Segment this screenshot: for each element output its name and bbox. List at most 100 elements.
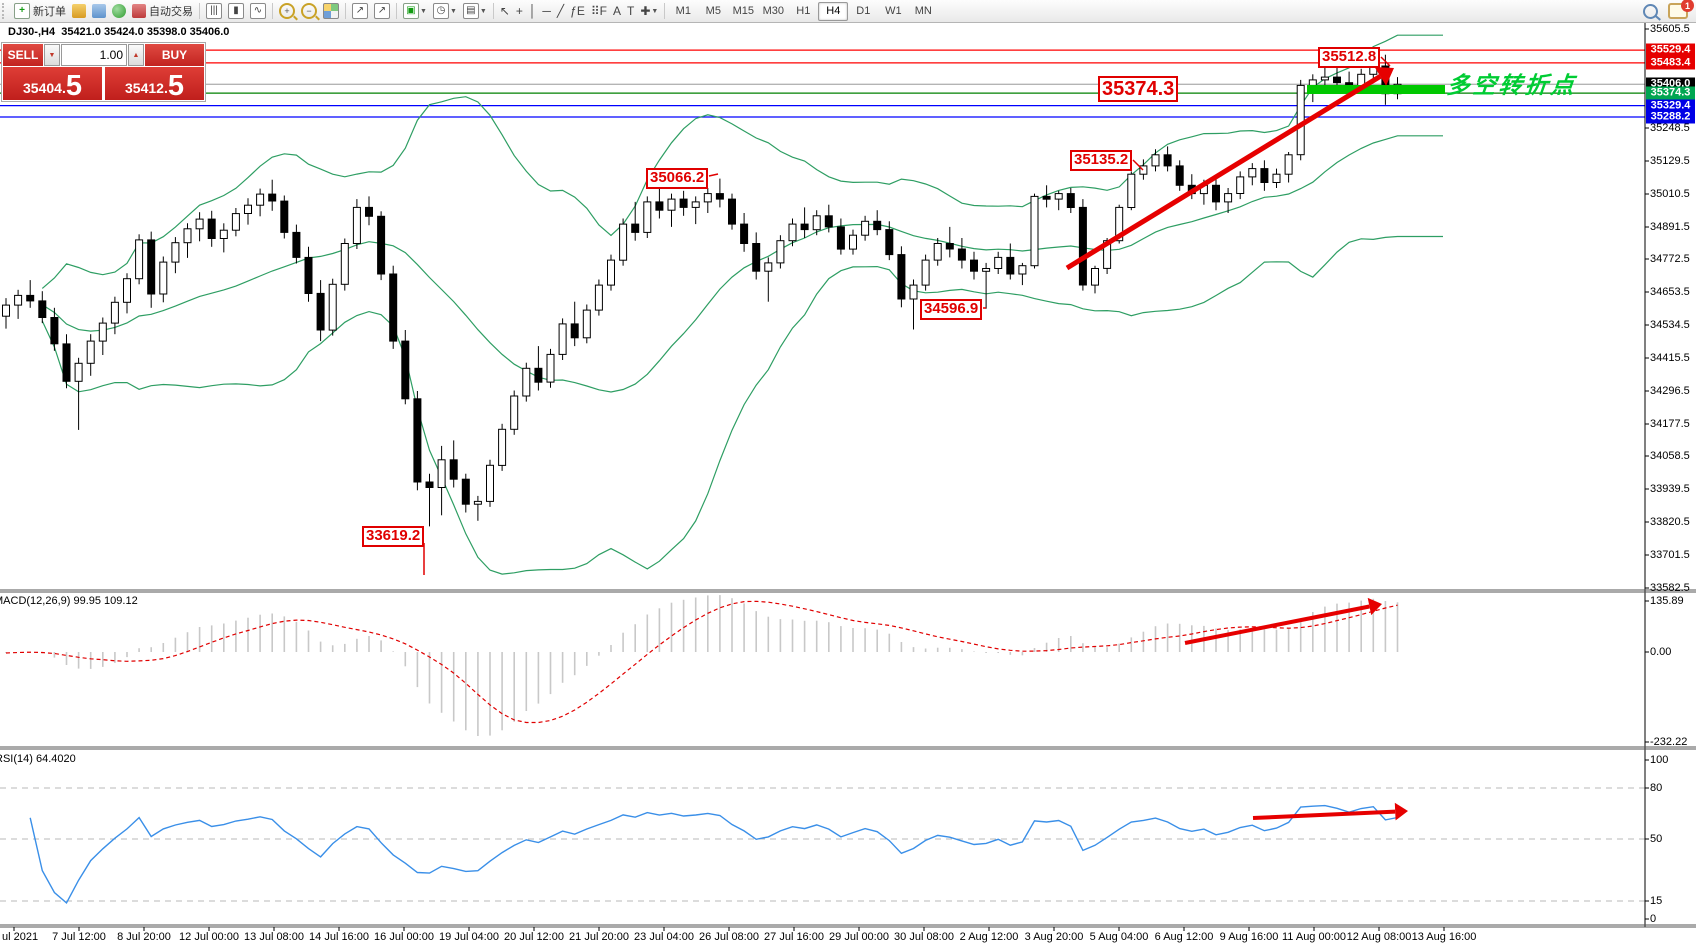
vertical-line-icon: │ bbox=[528, 4, 537, 18]
sell-button[interactable]: SELL bbox=[3, 44, 43, 66]
timeframe-h4-button[interactable]: H4 bbox=[818, 1, 849, 21]
time-axis-label: 13 Aug 16:00 bbox=[1411, 931, 1477, 943]
cursor-button[interactable]: ↖ bbox=[497, 1, 513, 21]
line-chart-icon: ∿ bbox=[250, 3, 266, 19]
new-order-label: 新订单 bbox=[33, 6, 66, 18]
arrows-icon: ✚ bbox=[640, 4, 651, 18]
volume-decrease-button[interactable]: ▼ bbox=[44, 44, 60, 66]
timeframe-h1-button[interactable]: H1 bbox=[796, 5, 811, 17]
time-axis-label: 3 Aug 20:00 bbox=[1024, 931, 1084, 943]
trendline-icon: ╱ bbox=[556, 4, 565, 18]
periods-button[interactable]: ◷ ▼ bbox=[430, 1, 460, 21]
new-chart-dropdown-icon[interactable]: ▼ bbox=[420, 7, 427, 15]
periods-dropdown-icon[interactable]: ▼ bbox=[449, 7, 457, 15]
cursor-icon: ↖ bbox=[499, 4, 510, 18]
indicator-windows-button[interactable]: ↗ bbox=[371, 1, 393, 21]
price-axis-tick: 35605.5 bbox=[1650, 23, 1690, 35]
tile-windows-button[interactable] bbox=[320, 1, 342, 21]
macd-axis-tick: 135.89 bbox=[1650, 595, 1684, 607]
price-axis-tick: 34534.5 bbox=[1650, 319, 1690, 331]
signals-icon bbox=[112, 4, 126, 18]
zoom-in-button[interactable]: + bbox=[276, 1, 298, 21]
text-label-button[interactable]: T bbox=[624, 1, 637, 21]
price-callout: 34596.9 bbox=[920, 299, 983, 320]
crosshair-button[interactable]: + bbox=[513, 1, 526, 21]
rsi-axis-tick: 50 bbox=[1650, 833, 1663, 845]
fibonacci-button[interactable]: ƒE bbox=[567, 1, 588, 21]
rsi-axis-tick: 80 bbox=[1650, 782, 1663, 794]
ohlc-values: 35421.0 35424.0 35398.0 35406.0 bbox=[61, 26, 230, 38]
timeframe-mn-button[interactable]: MN bbox=[914, 5, 932, 17]
toolbar-separator bbox=[664, 3, 666, 19]
price-axis-tick: 33820.5 bbox=[1650, 516, 1690, 528]
time-axis-label: 30 Jul 08:00 bbox=[894, 931, 954, 943]
new-chart-button[interactable]: ▣ ▼ bbox=[400, 1, 430, 21]
time-axis-label: 2 Aug 12:00 bbox=[959, 931, 1019, 943]
text-label-icon: T bbox=[626, 4, 635, 18]
toolbar-separator bbox=[345, 3, 346, 19]
templates-dropdown-icon[interactable]: ▼ bbox=[479, 7, 487, 15]
vertical-line-button[interactable]: │ bbox=[526, 1, 540, 21]
new-order-button[interactable]: + 新订单 bbox=[11, 1, 69, 21]
timeframe-m30-button[interactable]: M30 bbox=[762, 5, 785, 17]
indicators-button[interactable]: ↗ bbox=[349, 1, 371, 21]
cn-annotation-text: 多空转折点 bbox=[1445, 72, 1579, 98]
community-chat-icon[interactable]: 1 bbox=[1668, 0, 1694, 19]
bar-chart-button[interactable]: ||| bbox=[203, 1, 225, 21]
price-axis-tick: 34058.5 bbox=[1650, 450, 1690, 462]
templates-button[interactable]: ▤ ▼ bbox=[460, 1, 490, 21]
macd-axis-tick: -232.22 bbox=[1650, 736, 1688, 748]
timeframe-m1-button[interactable]: M1 bbox=[675, 5, 691, 17]
timeframe-m15-button[interactable]: M15 bbox=[732, 5, 755, 17]
horizontal-line-button[interactable]: ─ bbox=[539, 1, 554, 21]
candlestick-chart-button[interactable]: ▮ bbox=[225, 1, 247, 21]
price-badge: 35374.3 bbox=[1646, 86, 1695, 100]
sell-price-frac: 5 bbox=[65, 69, 82, 102]
text-button[interactable]: A bbox=[610, 1, 624, 21]
autotrading-button[interactable]: 自动交易 bbox=[129, 1, 196, 21]
rsi-axis-tick: 0 bbox=[1650, 913, 1657, 925]
sell-price[interactable]: 35404. 5 bbox=[3, 67, 102, 100]
search-icon[interactable] bbox=[1643, 3, 1658, 19]
toolbar-separator bbox=[492, 3, 494, 19]
indicators-icon: ↗ bbox=[352, 3, 368, 19]
bar-chart-icon: ||| bbox=[206, 3, 222, 19]
price-axis-tick: 35248.5 bbox=[1650, 122, 1690, 134]
indicator-windows-icon: ↗ bbox=[374, 3, 390, 19]
time-axis-label: ul 2021 bbox=[2, 931, 39, 943]
price-badge: 35288.2 bbox=[1646, 110, 1695, 124]
channels-button[interactable]: ⠿F bbox=[588, 1, 610, 21]
arrows-dropdown-icon[interactable]: ▼ bbox=[651, 7, 659, 15]
buy-price-int: 35412. bbox=[125, 80, 168, 96]
arrows-button[interactable]: ✚ ▼ bbox=[637, 1, 661, 21]
time-axis-label: 12 Jul 00:00 bbox=[179, 931, 239, 943]
price-axis-tick: 34415.5 bbox=[1650, 352, 1690, 364]
zoom-out-button[interactable]: − bbox=[298, 1, 320, 21]
text-icon: A bbox=[612, 4, 621, 18]
market-watch-button[interactable] bbox=[69, 1, 89, 21]
time-axis-label: 11 Aug 00:00 bbox=[1281, 931, 1347, 943]
line-chart-button[interactable]: ∿ bbox=[247, 1, 269, 21]
charts-cloud-button[interactable] bbox=[89, 1, 109, 21]
price-callout: 35512.8 bbox=[1318, 47, 1381, 68]
time-axis-label: 8 Jul 20:00 bbox=[117, 931, 171, 943]
buy-button[interactable]: BUY bbox=[145, 44, 204, 66]
time-axis-label: 27 Jul 16:00 bbox=[764, 931, 824, 943]
timeframe-d1-button[interactable]: D1 bbox=[856, 5, 871, 17]
buy-price[interactable]: 35412. 5 bbox=[105, 67, 204, 100]
price-callout: 35066.2 bbox=[646, 168, 709, 189]
trendline-button[interactable]: ╱ bbox=[554, 1, 567, 21]
volume-input[interactable] bbox=[61, 44, 127, 66]
price-axis-tick: 35010.5 bbox=[1650, 188, 1690, 200]
timeframe-w1-button[interactable]: W1 bbox=[885, 5, 902, 17]
price-badge: 35529.4 bbox=[1646, 43, 1695, 57]
signals-button[interactable] bbox=[109, 1, 129, 21]
price-axis-tick: 33701.5 bbox=[1650, 549, 1690, 561]
timeframe-m5-button[interactable]: M5 bbox=[705, 5, 721, 17]
new-chart-icon: ▣ bbox=[403, 3, 419, 19]
time-axis-label: 20 Jul 12:00 bbox=[504, 931, 564, 943]
toolbar: + 新订单 自动交易 ||| ▮ ∿ + − ↗ ↗ ▣ ▼ ◷ ▼ ▤ ▼ ↖ + │ ─ ╱ ƒE ⠿F A T ✚ ▼ M1 M5… bbox=[0, 0, 1696, 23]
toolbar-grip[interactable] bbox=[2, 3, 9, 19]
volume-increase-button[interactable]: ▲ bbox=[128, 44, 144, 66]
